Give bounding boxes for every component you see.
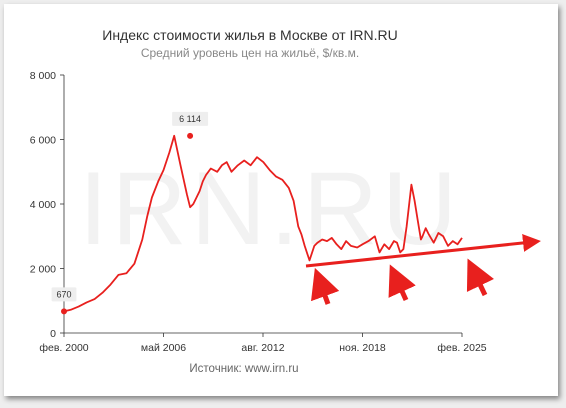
chart-card: IRN.RU Индекс стоимости жилья в Москве о… xyxy=(4,4,558,396)
low-point-arrow xyxy=(388,264,416,302)
low-point-arrow xyxy=(311,267,340,305)
chart-title: Индекс стоимости жилья в Москве от IRN.R… xyxy=(102,27,397,43)
trend-arrow xyxy=(305,234,541,268)
x-tick-label: авг. 2012 xyxy=(241,342,284,354)
annotation-arrows xyxy=(305,234,541,305)
chart-subtitle: Средний уровень цен на жильё, $/кв.м. xyxy=(141,46,359,60)
y-tick-label: 6 000 xyxy=(30,135,56,147)
data-label-box xyxy=(51,287,77,302)
y-tick-label: 4 000 xyxy=(30,199,56,211)
low-point-arrow xyxy=(466,258,495,297)
data-point xyxy=(187,132,194,139)
chart-svg: IRN.RU Индекс стоимости жилья в Москве о… xyxy=(30,27,541,375)
series-line xyxy=(63,134,463,313)
x-tick-label: фев. 2000 xyxy=(39,342,88,354)
data-point xyxy=(61,308,67,315)
data-label: 6 114 xyxy=(179,114,201,124)
x-tick-label: фев. 2025 xyxy=(437,342,486,354)
source-note: Источник: www.irn.ru xyxy=(189,363,298,375)
data-label: 670 xyxy=(56,289,71,299)
y-tick-label: 8 000 xyxy=(30,70,56,82)
y-tick-label: 2 000 xyxy=(30,264,56,276)
watermark: IRN.RU xyxy=(79,151,461,267)
x-tick-label: май 2006 xyxy=(141,342,186,354)
data-label-box xyxy=(172,111,209,126)
plot-area: 670 6 114 xyxy=(51,111,463,315)
x-tick-label: ноя. 2018 xyxy=(339,342,386,354)
y-tick-label: 0 xyxy=(50,328,56,340)
axes: 0 2 000 4 000 6 000 8 000 фев. 2000 май 2006 ав… xyxy=(30,70,487,354)
